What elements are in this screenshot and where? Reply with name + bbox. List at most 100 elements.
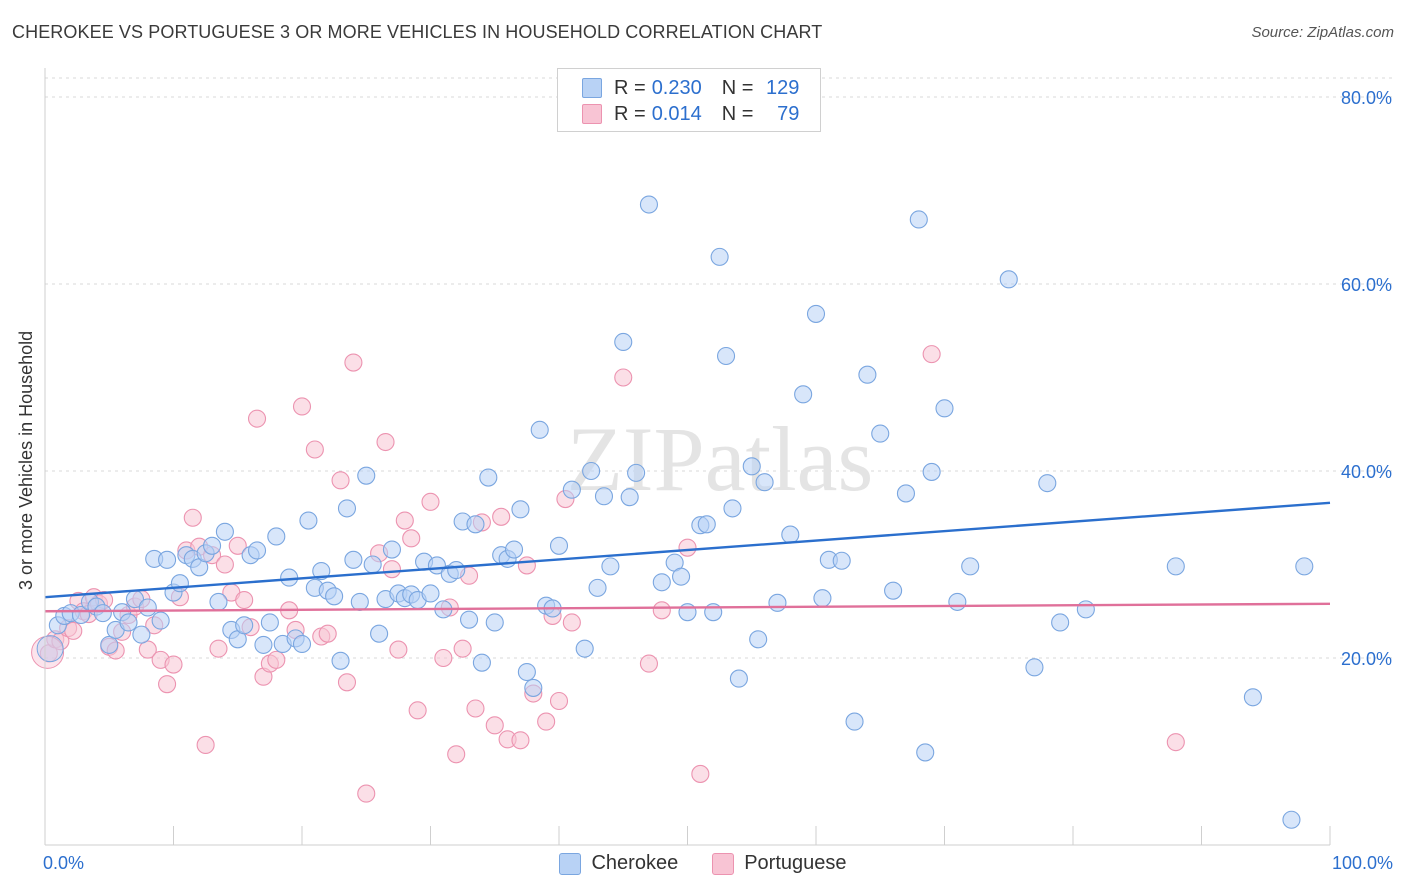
portuguese-point [292,397,312,416]
portuguese-point [614,368,633,387]
legend-series: Cherokee Portuguese [0,852,1406,875]
cherokee-point [999,270,1018,289]
cherokee-point [832,551,851,570]
portuguese-swatch [712,852,735,875]
cherokee-point [421,584,440,603]
cherokee-point [594,487,614,506]
portuguese-point [158,675,177,694]
cherokee-point [620,488,639,507]
r-value: 0.014 [651,102,702,125]
legend-item-cherokee[interactable]: Cherokee [559,852,678,875]
portuguese-point [138,640,157,659]
cherokee-point [235,616,254,635]
cherokee-point [472,653,491,672]
cherokee-point [806,304,826,323]
portuguese-point [183,508,202,527]
grid-layer [45,77,1392,659]
portuguese-point [492,507,511,526]
cherokee-point [209,592,228,611]
cherokee-point [909,210,928,229]
cherokee-point [466,515,485,534]
cherokee-point [1038,474,1057,493]
cherokee-point [1282,810,1301,829]
portuguese-point [389,640,408,659]
cherokee-point [459,610,479,629]
portuguese-point [228,536,247,555]
portuguese-point [447,745,466,764]
cherokee-point [93,604,112,623]
cherokee-point [768,593,787,612]
y-tick-label: 80.0% [1341,88,1392,108]
portuguese-point [434,648,453,668]
cherokee-point [280,568,299,587]
cherokee-point [562,480,581,499]
cherokee-point [896,484,916,503]
cherokee-point [1025,658,1044,677]
portuguese-point [511,731,530,750]
portuguese-point [376,432,395,452]
cherokee-point [485,613,504,632]
cherokee-point [1295,557,1314,576]
legend-row-cherokee: R = 0.230 N = 129 [582,77,799,99]
cherokee-point [100,635,119,654]
cherokee-point [614,332,633,352]
cherokee-point [170,574,189,593]
n-label: N = [721,76,754,99]
r-value: 0.230 [651,76,702,99]
cherokee-point [922,462,941,481]
portuguese-point [402,529,421,548]
n-label: N = [721,102,754,125]
cherokee-point [858,365,877,384]
cherokee-point [582,461,601,481]
portuguese-point [395,511,414,530]
portuguese-point [247,409,267,428]
cherokee-point [961,557,980,576]
cherokee-trendline [44,501,1331,599]
cherokee-point [119,613,138,632]
cherokee-point [639,195,659,214]
cherokee-point [36,635,64,663]
cherokee-point [337,499,357,518]
cherokee-point [845,712,864,731]
cherokee-swatch [582,78,602,98]
cherokee-point [447,561,466,580]
portuguese-point [485,716,504,735]
cherokee-point [138,598,157,617]
portuguese-point [305,440,324,459]
cherokee-point [260,613,279,632]
cherokee-swatch [559,852,582,875]
cherokee-point [710,247,729,266]
cherokee-point [916,743,935,762]
cherokee-point [363,555,382,574]
trend-layer [44,501,1331,613]
y-axis-label: 3 or more Vehicles in Household [16,330,36,590]
legend-label-cherokee: Cherokee [591,852,679,874]
cherokee-point [331,651,350,670]
x-tick-label: 0.0% [43,853,84,873]
portuguese-trendline [44,602,1331,613]
portuguese-point [549,691,569,711]
cherokee-point [697,515,716,534]
cherokee-point [1243,688,1262,707]
source-label: Source: ZipAtlas.com [1251,24,1394,41]
cherokee-point [652,573,671,592]
cherokee-point [292,634,312,654]
legend-stats: R = 0.230 N = 129 R = 0.014 N = 79 [557,68,821,132]
portuguese-point [235,590,254,610]
portuguese-point [337,673,357,692]
portuguese-point [639,654,659,673]
portuguese-point [466,699,485,718]
r-label: R = [614,76,646,99]
cherokee-point [749,630,768,649]
n-value: 79 [777,102,800,125]
portuguese-point [331,471,350,490]
legend-item-portuguese[interactable]: Portuguese [712,852,847,875]
portuguese-point [678,538,697,557]
cherokee-point [781,525,800,544]
chart-title: CHEROKEE VS PORTUGUESE 3 OR MORE VEHICLE… [12,22,823,42]
cherokee-point [794,385,813,404]
portuguese-point [408,701,427,720]
cherokee-point [344,550,363,569]
watermark: ZIPatlas [567,408,874,510]
cherokee-point [350,592,369,611]
